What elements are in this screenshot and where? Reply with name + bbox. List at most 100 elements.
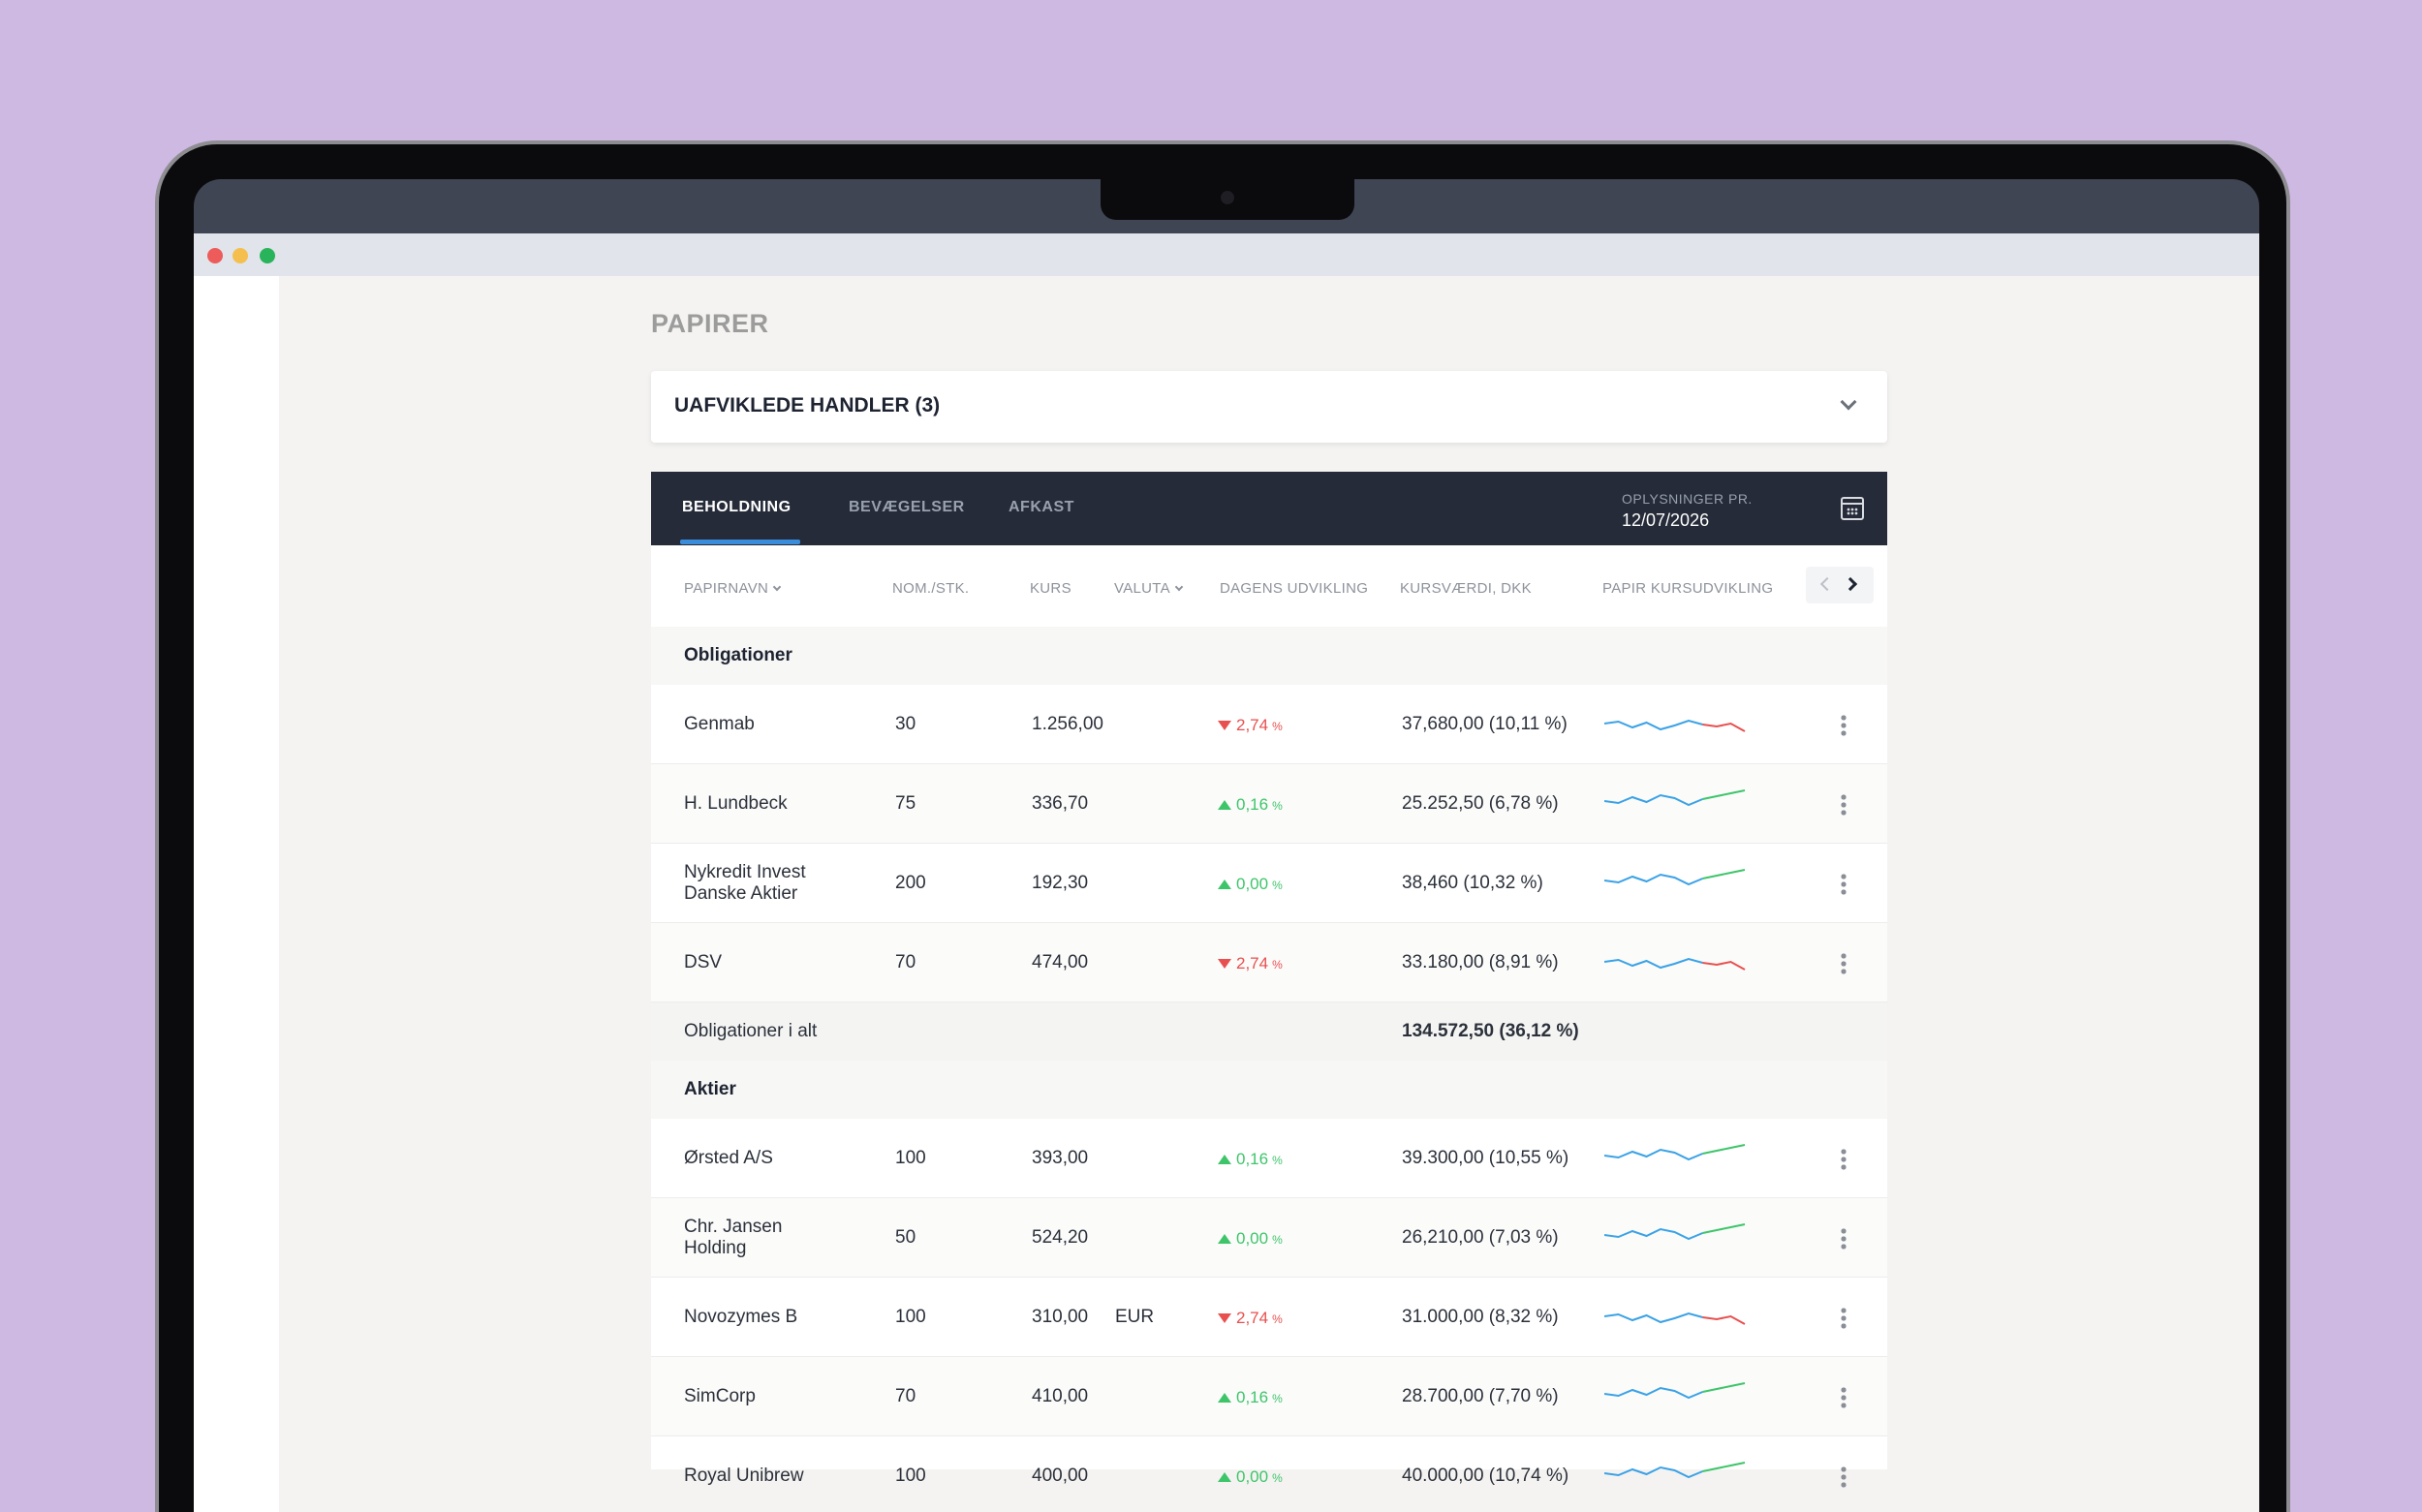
column-header-kurs: KURS	[1030, 580, 1071, 597]
daily-change: 0,00%	[1218, 875, 1283, 894]
page-title: PAPIRER	[651, 309, 769, 338]
quantity: 75	[895, 793, 916, 814]
column-header-nom: NOM./STK.	[892, 580, 970, 597]
quantity: 70	[895, 952, 916, 972]
table-row[interactable]: H. Lundbeck 75 336,70 0,16% 25.252,50 (6,78 …	[651, 764, 1887, 844]
tab-afkast[interactable]: AFKAST	[1009, 499, 1074, 515]
market-value: 33.180,00 (8,91 %)	[1402, 952, 1559, 972]
more-options-icon[interactable]	[1841, 714, 1847, 737]
table-row[interactable]: Chr. Jansen Holding 50 524,20 0,00% 26,210,00…	[651, 1198, 1887, 1278]
price: 393,00	[1032, 1148, 1089, 1168]
group-title: Aktier	[684, 1079, 736, 1099]
more-options-icon[interactable]	[1841, 1307, 1847, 1330]
table-row[interactable]: SimCorp 70 410,00 0,16% 28.700,00 (7,70 %)	[651, 1357, 1887, 1436]
camera-notch	[1101, 179, 1354, 220]
market-value: 37,680,00 (10,11 %)	[1402, 714, 1568, 734]
security-name[interactable]: Nykredit Invest Danske Aktier	[684, 862, 806, 904]
chevron-down-icon[interactable]	[1840, 393, 1857, 411]
security-name[interactable]: Royal Unibrew	[684, 1466, 804, 1486]
security-name[interactable]: H. Lundbeck	[684, 793, 788, 814]
table-row[interactable]: Novozymes B 100 310,00 EUR 2,74% 31.000,00 (8…	[651, 1278, 1887, 1357]
daily-change: 0,00%	[1218, 1229, 1283, 1249]
daily-change: 0,00%	[1218, 1467, 1283, 1487]
market-value: 39.300,00 (10,55 %)	[1402, 1148, 1569, 1168]
security-name[interactable]: DSV	[684, 952, 723, 972]
price-sparkline	[1604, 1144, 1746, 1161]
table-row[interactable]: Nykredit Invest Danske Aktier 200 192,30 0,0…	[651, 844, 1887, 923]
price: 192,30	[1032, 873, 1089, 893]
price: 410,00	[1032, 1386, 1089, 1406]
minimize-window-button[interactable]	[233, 248, 248, 263]
more-options-icon[interactable]	[1841, 873, 1847, 896]
more-options-icon[interactable]	[1841, 1386, 1847, 1409]
column-pager	[1806, 567, 1874, 603]
daily-change: 2,74%	[1218, 716, 1283, 735]
market-value: 38,460 (10,32 %)	[1402, 873, 1543, 893]
camera-icon	[1221, 191, 1234, 204]
quantity: 100	[895, 1148, 926, 1168]
table-row[interactable]: Ørsted A/S 100 393,00 0,16% 39.300,00 (10,55…	[651, 1119, 1887, 1198]
table-row[interactable]: Genmab 30 1.256,00 2,74% 37,680,00 (10,11 %)	[651, 685, 1887, 764]
quantity: 70	[895, 1386, 916, 1406]
daily-change: 0,16%	[1218, 1150, 1283, 1169]
price-sparkline	[1604, 1223, 1746, 1241]
group-header: Obligationer	[651, 627, 1887, 685]
chevron-right-icon[interactable]	[1843, 576, 1858, 592]
tab-beholdning[interactable]: BEHOLDNING	[682, 499, 792, 515]
market-value: 26,210,00 (7,03 %)	[1402, 1227, 1559, 1248]
more-options-icon[interactable]	[1841, 1227, 1847, 1250]
daily-change: 2,74%	[1218, 1309, 1283, 1328]
security-name[interactable]: SimCorp	[684, 1386, 756, 1406]
security-name[interactable]: Ørsted A/S	[684, 1148, 773, 1168]
column-header-valuta[interactable]: VALUTA	[1114, 580, 1184, 597]
price: 474,00	[1032, 952, 1089, 972]
sort-caret-icon	[1174, 582, 1184, 592]
quantity: 200	[895, 873, 926, 893]
more-options-icon[interactable]	[1841, 793, 1847, 817]
table-header: PAPIRNAVN NOM./STK. KURS VALUTA DAGENS U…	[651, 545, 1887, 627]
screen: PAPIRER UAFVIKLEDE HANDLER (3) BEHOLDNIN…	[194, 179, 2259, 1512]
maximize-window-button[interactable]	[260, 248, 275, 263]
triangle-down-icon	[1218, 959, 1231, 969]
table-row[interactable]: DSV 70 474,00 2,74% 33.180,00 (8,91 %)	[651, 923, 1887, 1003]
quantity: 30	[895, 714, 916, 734]
group-total-row: Obligationer i alt 134.572,50 (36,12 %)	[651, 1003, 1887, 1061]
more-options-icon[interactable]	[1841, 952, 1847, 975]
sidebar	[194, 276, 279, 1512]
chevron-left-icon[interactable]	[1819, 576, 1835, 592]
more-options-icon[interactable]	[1841, 1466, 1847, 1489]
price-sparkline	[1604, 869, 1746, 886]
page: PAPIRER UAFVIKLEDE HANDLER (3) BEHOLDNIN…	[194, 276, 2259, 1512]
tab-bevaegelser[interactable]: BEVÆGELSER	[849, 499, 965, 515]
info-date-label: OPLYSNINGER PR.	[1622, 491, 1753, 507]
quantity: 100	[895, 1466, 926, 1486]
column-header-papirnavn[interactable]: PAPIRNAVN	[684, 580, 782, 597]
market-value: 31.000,00 (8,32 %)	[1402, 1307, 1559, 1327]
quantity: 50	[895, 1227, 916, 1248]
close-window-button[interactable]	[207, 248, 223, 263]
market-value: 28.700,00 (7,70 %)	[1402, 1386, 1559, 1406]
pending-trades-accordion[interactable]: UAFVIKLEDE HANDLER (3)	[651, 371, 1887, 443]
security-name[interactable]: Genmab	[684, 714, 755, 734]
group-header: Aktier	[651, 1061, 1887, 1119]
window-titlebar	[194, 233, 2259, 276]
calendar-icon[interactable]	[1841, 497, 1864, 520]
pending-trades-title: UAFVIKLEDE HANDLER (3)	[674, 394, 941, 417]
price-sparkline	[1604, 1382, 1746, 1400]
price: 336,70	[1032, 793, 1089, 814]
triangle-down-icon	[1218, 1313, 1231, 1323]
table-row[interactable]: Royal Unibrew 100 400,00 0,00% 40.000,00 (10…	[651, 1436, 1887, 1512]
security-name[interactable]: Novozymes B	[684, 1307, 798, 1327]
price-sparkline	[1604, 1311, 1746, 1325]
market-value: 40.000,00 (10,74 %)	[1402, 1466, 1569, 1486]
group-total-value: 134.572,50 (36,12 %)	[1402, 1021, 1579, 1041]
currency: EUR	[1115, 1307, 1155, 1327]
price-sparkline	[1604, 789, 1746, 807]
holdings-panel: BEHOLDNING BEVÆGELSER AFKAST OPLYSNINGER…	[651, 472, 1887, 1489]
more-options-icon[interactable]	[1841, 1148, 1847, 1171]
security-name[interactable]: Chr. Jansen Holding	[684, 1217, 783, 1258]
price-sparkline	[1604, 1462, 1746, 1479]
active-tab-indicator	[680, 540, 800, 544]
triangle-up-icon	[1218, 1155, 1231, 1164]
info-date-value: 12/07/2026	[1622, 510, 1710, 530]
